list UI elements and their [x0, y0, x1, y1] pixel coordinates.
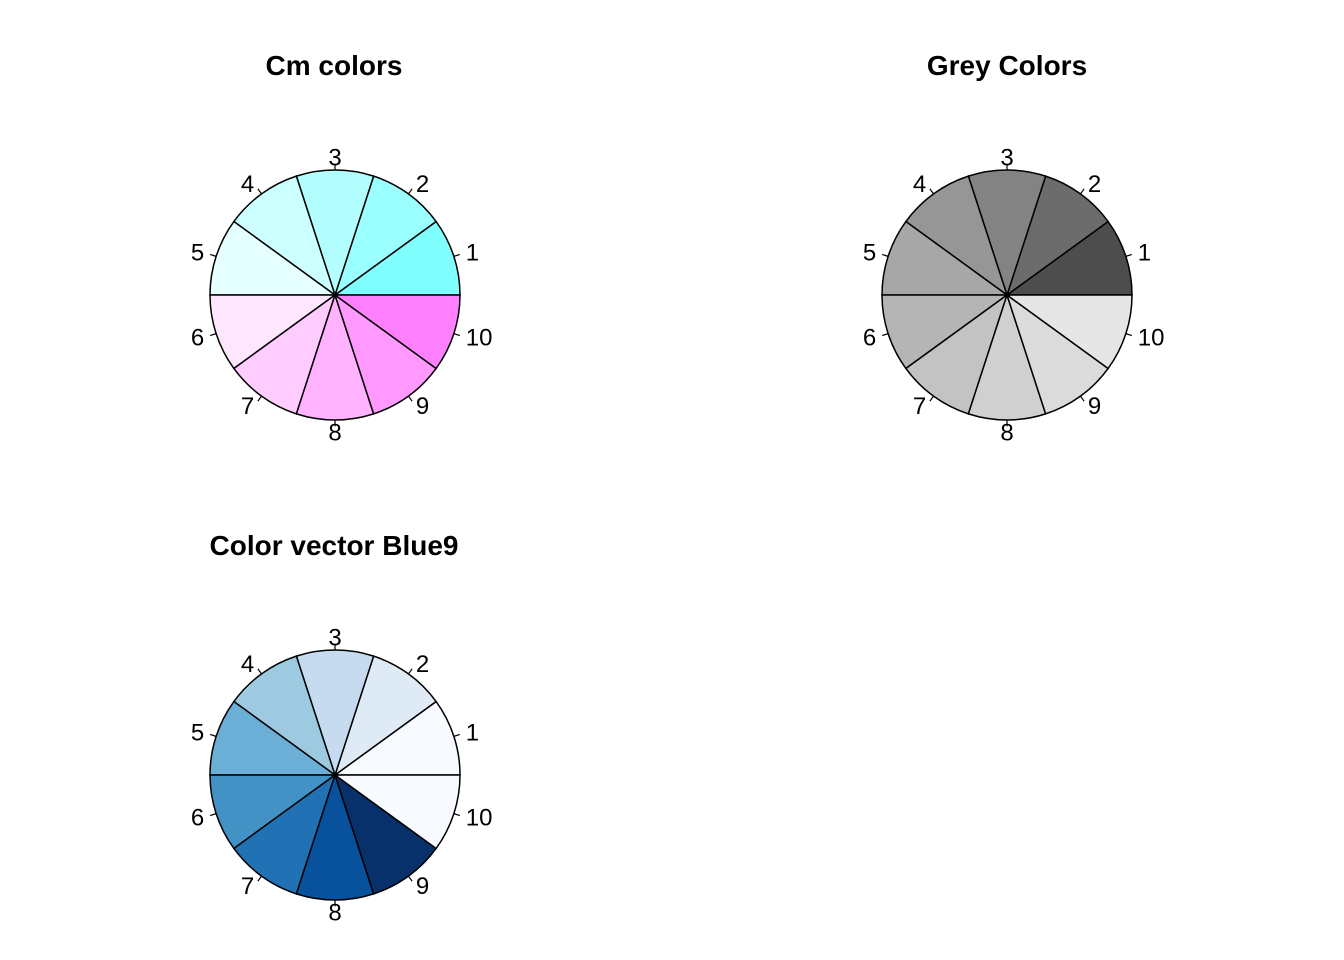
pie-label-3: 3: [328, 145, 341, 172]
pie-label-10: 10: [1138, 324, 1165, 351]
pie-label-3: 3: [1000, 145, 1013, 172]
pie-slice-10: [1004, 294, 1133, 370]
pie-label-10: 10: [466, 324, 493, 351]
pie-slice-4: [232, 655, 337, 777]
pie-tick-7: [257, 875, 263, 882]
pie-label-5: 5: [191, 240, 204, 267]
pie-label-6: 6: [191, 324, 204, 351]
pie-label-9: 9: [1088, 393, 1101, 420]
pie-slice-6: [881, 294, 1010, 370]
pie-slice-4: [232, 175, 337, 297]
pie-tick-7: [257, 395, 263, 402]
pie-label-7: 7: [241, 393, 254, 420]
pie-label-7: 7: [241, 873, 254, 900]
pie-label-2: 2: [416, 651, 429, 678]
pie-slice-9: [333, 293, 438, 415]
pie-slice-4: [904, 175, 1009, 297]
pie-slice-6: [209, 774, 338, 850]
pie-slice-2: [1005, 175, 1110, 297]
pie-tick-4: [257, 668, 263, 675]
pie-tick-5: [209, 253, 217, 257]
pie-slice-3: [295, 649, 375, 778]
pie-label-3: 3: [328, 625, 341, 652]
pie-tick-6: [209, 813, 217, 817]
pie-tick-5: [881, 253, 889, 257]
pie-tick-6: [209, 333, 217, 337]
pie-label-7: 7: [913, 393, 926, 420]
pie-slice-10: [332, 774, 461, 850]
chart-title: Color vector Blue9: [210, 530, 459, 561]
pie-slice-7: [232, 293, 337, 415]
pie-label-4: 4: [241, 171, 254, 198]
pie-slice-2: [333, 175, 438, 297]
chart-title: Grey Colors: [927, 50, 1087, 81]
pie-label-2: 2: [416, 171, 429, 198]
pie-tick-10: [453, 333, 461, 337]
pie-tick-4: [929, 188, 935, 195]
pie-slice-5: [209, 700, 338, 776]
pie-tick-2: [1079, 188, 1085, 195]
pie-label-1: 1: [466, 720, 479, 747]
pie-chart-cm-colors: Cm colors 1 2 3 4 5 6 7 8 9 10: [191, 50, 493, 447]
pie-slice-1: [332, 220, 461, 296]
pie-label-2: 2: [1088, 171, 1101, 198]
pie-tick-5: [209, 733, 217, 737]
pie-slice-8: [967, 292, 1047, 421]
pie-label-9: 9: [416, 873, 429, 900]
pie-tick-1: [453, 253, 461, 257]
pie-tick-4: [257, 188, 263, 195]
pie-tick-7: [929, 395, 935, 402]
pie-label-5: 5: [191, 720, 204, 747]
pie-slice-8: [295, 292, 375, 421]
pie-slice-3: [967, 169, 1047, 298]
pie-chart-blue9: Color vector Blue9 1 2 3 4 5 6 7 8 9 10: [191, 530, 493, 927]
pie-label-10: 10: [466, 804, 493, 831]
pie-tick-9: [407, 875, 413, 882]
pie-label-8: 8: [328, 900, 341, 927]
pie-tick-1: [453, 733, 461, 737]
pie-label-8: 8: [328, 420, 341, 447]
pie-slice-5: [209, 220, 338, 296]
pie-label-5: 5: [863, 240, 876, 267]
pie-tick-9: [1079, 395, 1085, 402]
pie-label-8: 8: [1000, 420, 1013, 447]
pie-label-9: 9: [416, 393, 429, 420]
pie-tick-10: [453, 813, 461, 817]
pie-slice-5: [881, 220, 1010, 296]
pie-slice-6: [209, 294, 338, 370]
pie-slice-9: [1005, 293, 1110, 415]
pie-label-6: 6: [191, 804, 204, 831]
pie-label-6: 6: [863, 324, 876, 351]
pie-tick-2: [407, 668, 413, 675]
pie-slice-7: [904, 293, 1009, 415]
pie-tick-9: [407, 395, 413, 402]
pie-tick-6: [881, 333, 889, 337]
pie-slice-2: [333, 655, 438, 777]
pie-slice-1: [332, 700, 461, 776]
pie-label-1: 1: [1138, 240, 1151, 267]
pie-label-1: 1: [466, 240, 479, 267]
pie-slice-9: [333, 773, 438, 895]
chart-title: Cm colors: [266, 50, 403, 81]
pie-slice-1: [1004, 220, 1133, 296]
pie-label-4: 4: [241, 651, 254, 678]
pie-label-4: 4: [913, 171, 926, 198]
pie-slice-8: [295, 772, 375, 901]
pie-tick-10: [1125, 333, 1133, 337]
pie-tick-2: [407, 188, 413, 195]
pie-tick-1: [1125, 253, 1133, 257]
pie-slice-3: [295, 169, 375, 298]
pie-slice-7: [232, 773, 337, 895]
pie-chart-grey-colors: Grey Colors 1 2 3 4 5 6 7 8 9 10: [863, 50, 1165, 447]
pie-slice-10: [332, 294, 461, 370]
